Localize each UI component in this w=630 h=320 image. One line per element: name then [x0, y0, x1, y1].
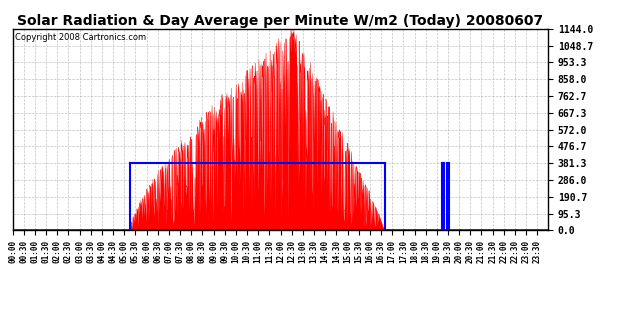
- Text: Copyright 2008 Cartronics.com: Copyright 2008 Cartronics.com: [15, 33, 146, 42]
- Title: Solar Radiation & Day Average per Minute W/m2 (Today) 20080607: Solar Radiation & Day Average per Minute…: [17, 14, 544, 28]
